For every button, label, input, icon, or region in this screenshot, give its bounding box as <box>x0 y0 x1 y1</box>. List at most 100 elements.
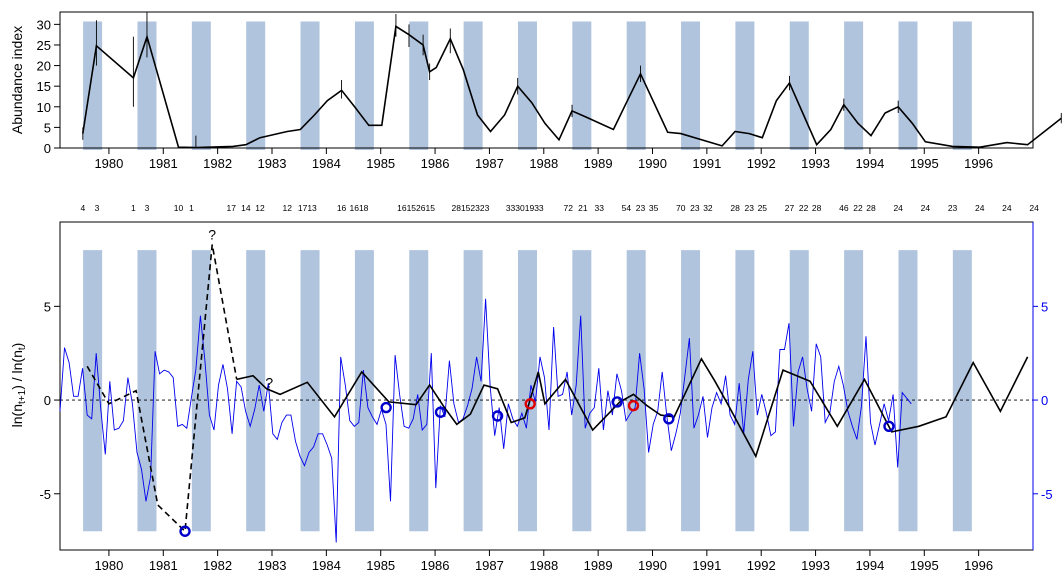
top-y-tick-label: 5 <box>44 120 51 135</box>
sample-count: 16152615 <box>397 203 435 213</box>
bottom-x-tick-label: 1984 <box>312 558 341 573</box>
top-band-6 <box>409 21 429 150</box>
bottom-band-9 <box>572 250 592 532</box>
abundance-line <box>82 25 1062 149</box>
sample-count: 28 <box>812 203 822 213</box>
sample-count: 10 <box>174 203 184 213</box>
top-band-3 <box>246 21 266 150</box>
top-band-13 <box>789 21 809 150</box>
sample-count: 12 <box>282 203 292 213</box>
sample-count: 3 <box>145 203 150 213</box>
top-x-tick-label: 1988 <box>529 156 558 171</box>
question-mark-1: ? <box>265 375 273 391</box>
bottom-x-tick-label: 1993 <box>801 558 830 573</box>
top-band-8 <box>517 21 537 150</box>
bottom-y-tick-label: 0 <box>44 393 51 408</box>
bottom-x-tick-label: 1992 <box>747 558 776 573</box>
bottom-band-13 <box>789 250 809 532</box>
top-x-tick-label: 1990 <box>638 156 667 171</box>
sample-count: 24 <box>893 203 903 213</box>
sample-count: 35 <box>649 203 659 213</box>
sample-count: 24 <box>1029 203 1039 213</box>
bottom-y-tick-label: 5 <box>44 299 51 314</box>
top-band-0 <box>83 21 103 150</box>
bottom-band-7 <box>463 250 483 532</box>
top-y-axis-label: Abundance index <box>9 26 25 134</box>
bottom-x-tick-label: 1996 <box>964 558 993 573</box>
top-band-12 <box>735 21 755 150</box>
bottom-x-tick-label: 1989 <box>584 558 613 573</box>
early-ratio-dashed-line <box>86 244 238 534</box>
sample-count: 3 <box>95 203 100 213</box>
bottom-x-tick-label: 1987 <box>475 558 504 573</box>
bottom-band-1 <box>137 250 157 532</box>
bottom-band-4 <box>300 250 320 532</box>
top-bands <box>83 21 972 150</box>
top-x-tick-label: 1996 <box>964 156 993 171</box>
bottom-x-tick-label: 1985 <box>366 558 395 573</box>
bottom-x-tick-label: 1986 <box>421 558 450 573</box>
top-x-tick-label: 1995 <box>910 156 939 171</box>
bottom-x-tick-label: 1994 <box>855 558 884 573</box>
circle-markers <box>179 396 895 537</box>
bottom-band-16 <box>952 250 972 532</box>
sample-count: 23 <box>745 203 755 213</box>
sample-count: 24 <box>921 203 931 213</box>
sample-count: 23 <box>636 203 646 213</box>
top-band-10 <box>626 21 646 150</box>
top-x-tick-label: 1980 <box>94 156 123 171</box>
top-band-9 <box>572 21 592 150</box>
sample-count: 24 <box>1002 203 1012 213</box>
top-band-14 <box>844 21 864 150</box>
question-marks: ?? <box>208 226 273 390</box>
question-mark-0: ? <box>208 226 216 242</box>
top-x-axis: 1980 1981 1982 1983 1984 1985 1986 1987 1988 1989… <box>94 148 993 171</box>
top-y-tick-label: 15 <box>37 79 51 94</box>
right-y-tick-label: -5 <box>1041 487 1053 502</box>
red-circle-marker-1 <box>627 399 640 412</box>
top-x-tick-label: 1987 <box>475 156 504 171</box>
sample-count: 33301933 <box>506 203 544 213</box>
top-x-tick-label: 1985 <box>366 156 395 171</box>
top-x-tick-label: 1993 <box>801 156 830 171</box>
top-x-tick-label: 1983 <box>258 156 287 171</box>
bottom-band-11 <box>681 250 701 532</box>
sample-count: 17 <box>226 203 236 213</box>
sample-count: 28152323 <box>451 203 489 213</box>
bottom-x-tick-label: 1982 <box>203 558 232 573</box>
top-x-tick-label: 1986 <box>421 156 450 171</box>
bottom-band-8 <box>517 250 537 532</box>
top-band-11 <box>681 21 701 150</box>
blue-circle-marker-3 <box>491 410 504 422</box>
red-circle-marker-0 <box>524 398 536 410</box>
blue-circle-marker-6 <box>883 420 895 432</box>
bottom-x-tick-label: 1995 <box>910 558 939 573</box>
top-y-tick-label: 10 <box>37 100 51 115</box>
sample-count: 72 <box>564 203 574 213</box>
sample-count: 14 <box>241 203 251 213</box>
top-x-tick-label: 1984 <box>312 156 341 171</box>
top-y-tick-label: 20 <box>37 59 51 74</box>
bottom-right-y-axis: 5 0 -5 <box>1032 222 1053 550</box>
sample-count: 54 <box>622 203 632 213</box>
sample-count: 1 <box>131 203 136 213</box>
bottom-x-axis: 1980 1981 1982 1983 1984 1985 1986 1987 1988 1989… <box>94 550 993 573</box>
bottom-band-12 <box>735 250 755 532</box>
sample-count: 23 <box>690 203 700 213</box>
bottom-x-tick-label: 1980 <box>94 558 123 573</box>
top-x-tick-label: 1982 <box>203 156 232 171</box>
top-band-5 <box>354 21 374 150</box>
sample-count: 1618 <box>350 203 369 213</box>
bottom-x-tick-label: 1983 <box>258 558 287 573</box>
bottom-y-tick-label: -5 <box>39 487 51 502</box>
blue-circle-marker-4 <box>611 396 623 408</box>
top-x-tick-label: 1992 <box>747 156 776 171</box>
bottom-x-tick-label: 1990 <box>638 558 667 573</box>
bottom-band-0 <box>83 250 103 532</box>
log-ratio-panel: 4 3 1 3 10 1 17 14 12 12 1713 16 1618 16152615 2815232… <box>9 203 1053 573</box>
bottom-left-y-axis: -5 0 5 <box>39 299 60 502</box>
top-x-tick-label: 1994 <box>855 156 884 171</box>
ratio-solid-line <box>236 356 1029 459</box>
